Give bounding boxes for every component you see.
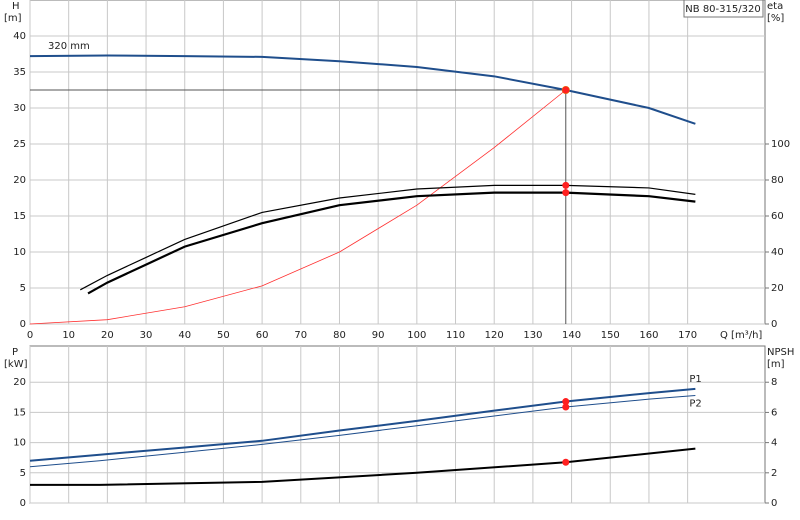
y-tick-label: 20 [13, 175, 26, 186]
y2-axis-label: eta [767, 1, 783, 12]
y-tick-label: 15 [13, 211, 26, 222]
y-tick-label: 25 [13, 139, 26, 150]
series-line [29, 89, 567, 325]
x-tick-label: 100 [407, 330, 426, 341]
y-tick-label: 15 [13, 407, 26, 418]
y2-tick-label: 8 [771, 377, 777, 388]
y-tick-label: 35 [13, 67, 26, 78]
series-label: 320 mm [48, 41, 90, 52]
y-axis-unit: [m] [4, 13, 22, 24]
series-label: P1 [689, 374, 701, 385]
model-box [683, 0, 764, 18]
y-tick-label: 20 [13, 377, 26, 388]
series-line [29, 387, 696, 462]
operating-marker [562, 458, 570, 466]
series-label: P2 [689, 399, 701, 410]
series-line [30, 447, 696, 486]
x-tick-label: 20 [101, 330, 114, 341]
y2-axis-unit: [m] [767, 359, 785, 370]
series-line [29, 54, 696, 125]
series-line [87, 191, 696, 295]
y-tick-label: 5 [20, 283, 26, 294]
y-tick-label: 10 [13, 247, 26, 258]
y2-tick-label: 6 [771, 407, 777, 418]
y2-tick-label: 20 [771, 283, 784, 294]
y-tick-label: 5 [20, 468, 26, 479]
x-tick-label: 130 [523, 330, 542, 341]
series-line [29, 395, 696, 468]
x-tick-label: 60 [256, 330, 269, 341]
y-tick-label: 0 [20, 498, 26, 509]
x-tick-label: 40 [178, 330, 191, 341]
operating-marker [562, 181, 570, 189]
x-tick-label: 90 [372, 330, 385, 341]
x-tick-label: 30 [140, 330, 153, 341]
operating-marker [562, 398, 570, 406]
operating-marker [562, 86, 570, 94]
model-label: NB 80-315/320 [685, 4, 760, 15]
x-tick-label: 80 [333, 330, 346, 341]
operating-marker [562, 403, 570, 411]
y2-axis-label: NPSH [767, 347, 794, 358]
x-tick-label: 170 [678, 330, 697, 341]
y2-tick-label: 100 [771, 139, 790, 150]
x-tick-label: 160 [639, 330, 658, 341]
series-line [80, 184, 696, 291]
y2-tick-label: 0 [771, 498, 777, 509]
y-axis-label: H [12, 1, 20, 12]
y2-tick-label: 2 [771, 468, 777, 479]
y2-tick-label: 0 [771, 319, 777, 330]
y-tick-label: 10 [13, 438, 26, 449]
x-tick-label: 10 [62, 330, 75, 341]
y2-axis-unit: [%] [767, 13, 784, 24]
x-tick-label: 120 [485, 330, 504, 341]
y-tick-label: 30 [13, 103, 26, 114]
y-tick-label: 40 [13, 31, 26, 42]
y2-tick-label: 60 [771, 211, 784, 222]
operating-marker [562, 189, 570, 197]
y2-tick-label: 80 [771, 175, 784, 186]
x-tick-label: 150 [601, 330, 620, 341]
x-tick-label: 70 [294, 330, 307, 341]
y2-tick-label: 4 [771, 438, 777, 449]
x-axis-label: Q [m³/h] [720, 330, 762, 341]
x-tick-label: 0 [27, 330, 33, 341]
y2-tick-label: 40 [771, 247, 784, 258]
y-axis-label: P [12, 347, 18, 358]
x-tick-label: 140 [562, 330, 581, 341]
x-tick-label: 50 [217, 330, 230, 341]
x-tick-label: 110 [446, 330, 465, 341]
y-tick-label: 0 [20, 319, 26, 330]
y-axis-unit: [kW] [4, 359, 28, 370]
